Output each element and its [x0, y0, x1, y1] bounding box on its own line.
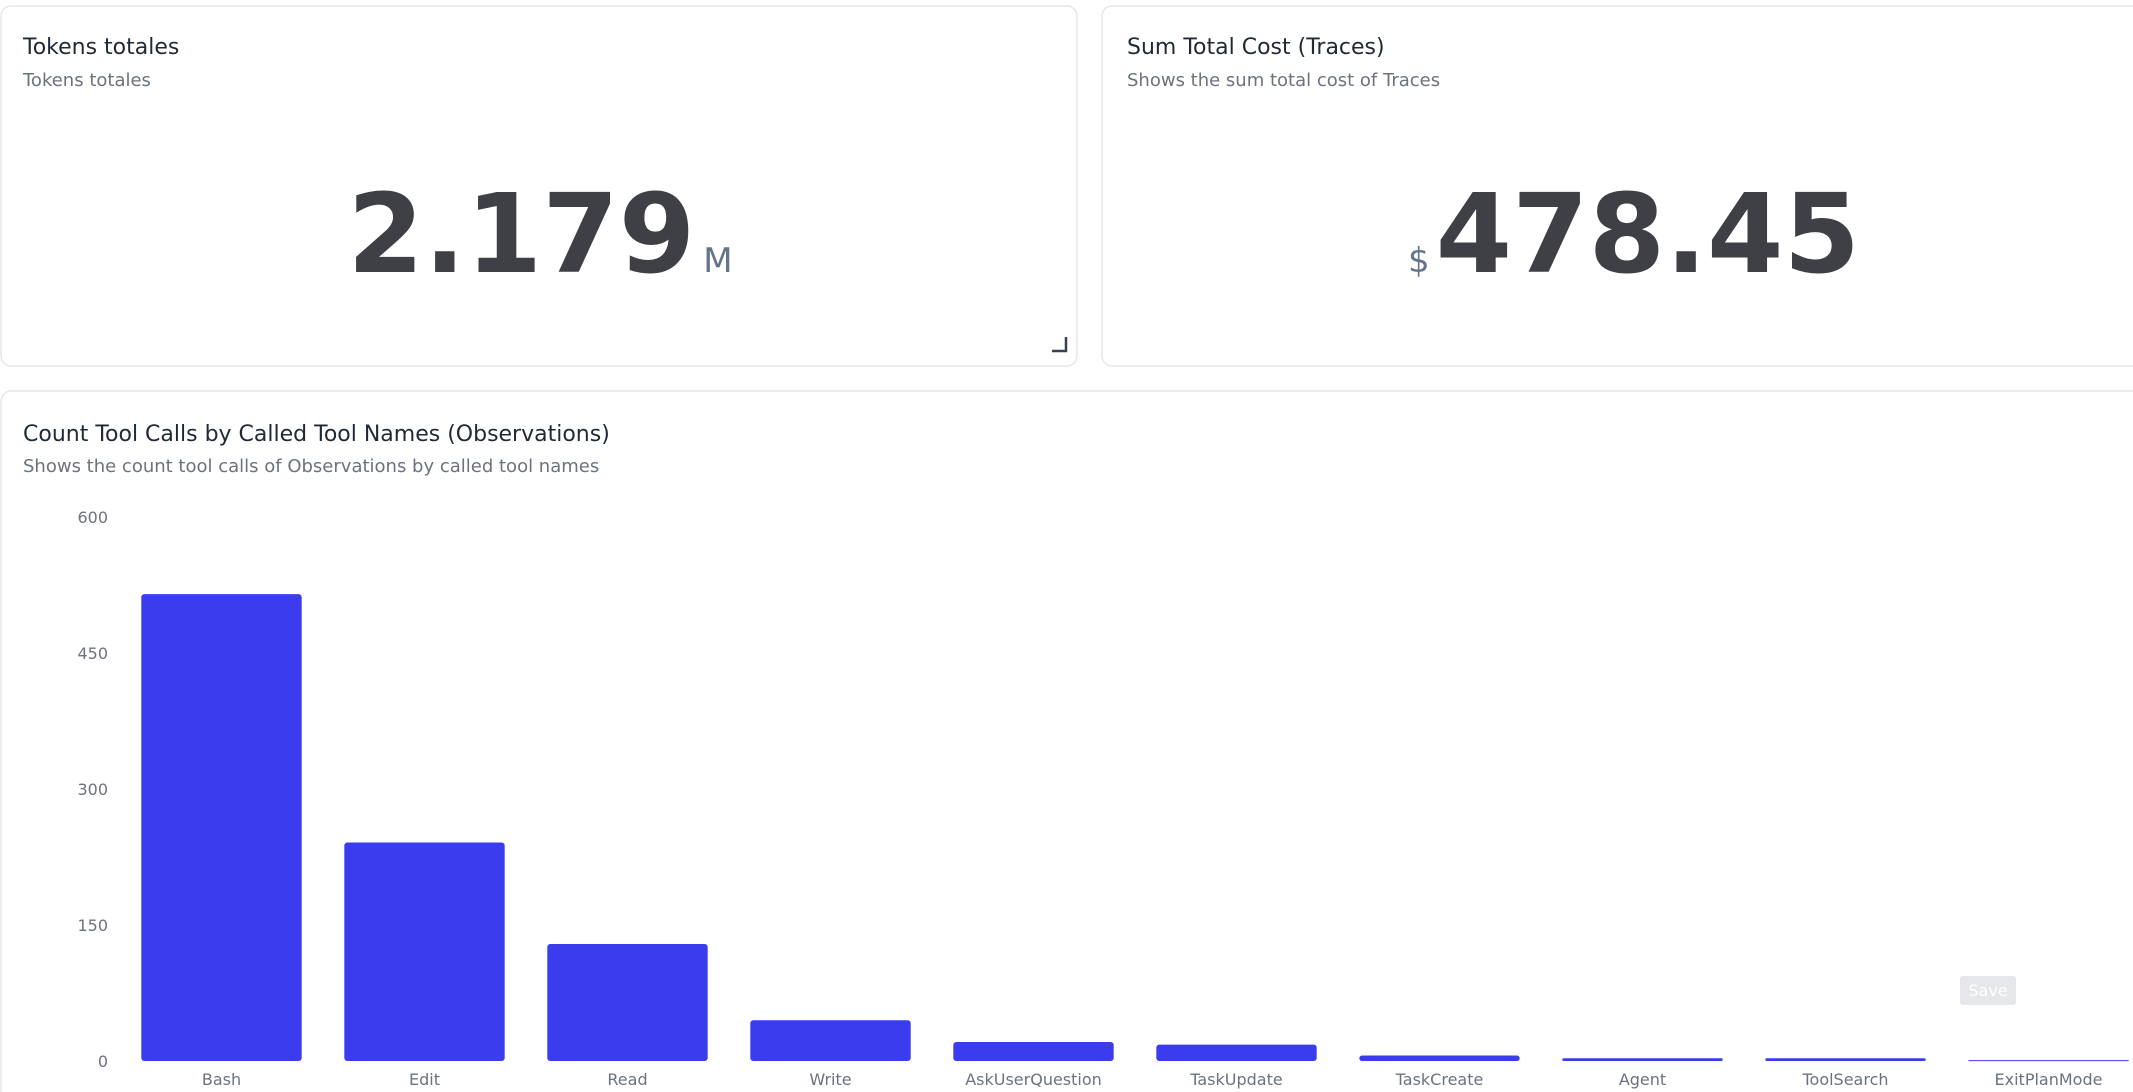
- button-bg: [1960, 976, 2016, 1005]
- metric-value: 478.45: [1436, 170, 1860, 298]
- bar: [953, 1041, 1114, 1061]
- y-tick-label: 450: [77, 644, 108, 663]
- y-tick-label: 0: [98, 1052, 108, 1071]
- card-title: Tokens totales: [22, 35, 179, 60]
- bar: [141, 594, 302, 1061]
- chart-title: Count Tool Calls by Called Tool Names (O…: [23, 422, 610, 447]
- metric: 2.179 M: [347, 170, 732, 298]
- button-label: Save: [1968, 981, 2007, 1000]
- card-title: Sum Total Cost (Traces): [1127, 35, 1385, 60]
- card: [0, 390, 2133, 1092]
- chart-subtitle: Shows the count tool calls of Observatio…: [23, 456, 599, 477]
- bar: [1968, 1060, 2129, 1062]
- bar: [1359, 1055, 1520, 1061]
- bar: [1156, 1044, 1317, 1061]
- x-tick-label: ToolSearch: [1801, 1070, 1888, 1089]
- save-button[interactable]: Save: [1960, 976, 2016, 1005]
- card: [1101, 5, 2133, 367]
- card-subtitle: Shows the sum total cost of Traces: [1127, 70, 1440, 91]
- x-tick-label: AskUserQuestion: [965, 1070, 1102, 1089]
- bar: [547, 944, 708, 1061]
- metric: $478.45: [1408, 170, 1860, 298]
- metric-prefix: $: [1408, 241, 1430, 281]
- y-tick-label: 300: [77, 780, 108, 799]
- x-tick-label: TaskCreate: [1395, 1070, 1484, 1089]
- x-tick-label: Write: [809, 1070, 851, 1089]
- x-tick-label: TaskUpdate: [1189, 1070, 1282, 1089]
- metric-unit: M: [703, 241, 732, 281]
- bar: [750, 1020, 911, 1061]
- x-tick-label: Bash: [202, 1070, 241, 1089]
- bar: [1765, 1058, 1926, 1061]
- y-tick-label: 600: [77, 508, 108, 527]
- metric-value: 2.179: [347, 170, 695, 298]
- x-tick-label: Read: [607, 1070, 647, 1089]
- card-subtitle: Tokens totales: [22, 70, 151, 91]
- bar: [1562, 1058, 1723, 1061]
- x-tick-label: Edit: [409, 1070, 440, 1089]
- y-tick-label: 150: [77, 916, 108, 935]
- card: [0, 5, 1078, 367]
- resize-handle[interactable]: [1052, 337, 1068, 353]
- chart: 0 150 300 450 600 Bash Edit Read Write AskUserQue…: [77, 508, 2129, 1089]
- bar: [344, 842, 505, 1061]
- x-tick-label: ExitPlanMode: [1995, 1070, 2103, 1089]
- x-tick-label: Agent: [1619, 1070, 1666, 1089]
